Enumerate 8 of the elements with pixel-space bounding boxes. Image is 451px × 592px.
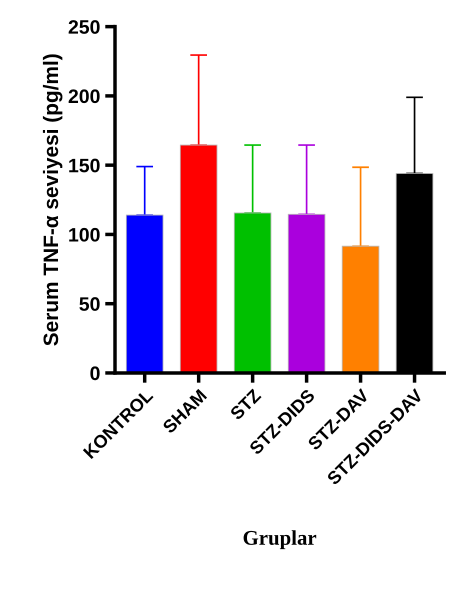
y-tick-label: 100 [69,228,100,242]
y-tick-label: 250 [68,20,100,34]
y-tick-label: 150 [69,158,100,172]
y-axis-title: Serum TNF-α seviyesi (pg/ml) [42,54,62,346]
y-tick-label: 0 [90,366,100,380]
y-tick-label: 50 [79,297,100,311]
y-tick-label: 200 [68,89,100,104]
x-axis-title: Gruplar [244,530,316,550]
